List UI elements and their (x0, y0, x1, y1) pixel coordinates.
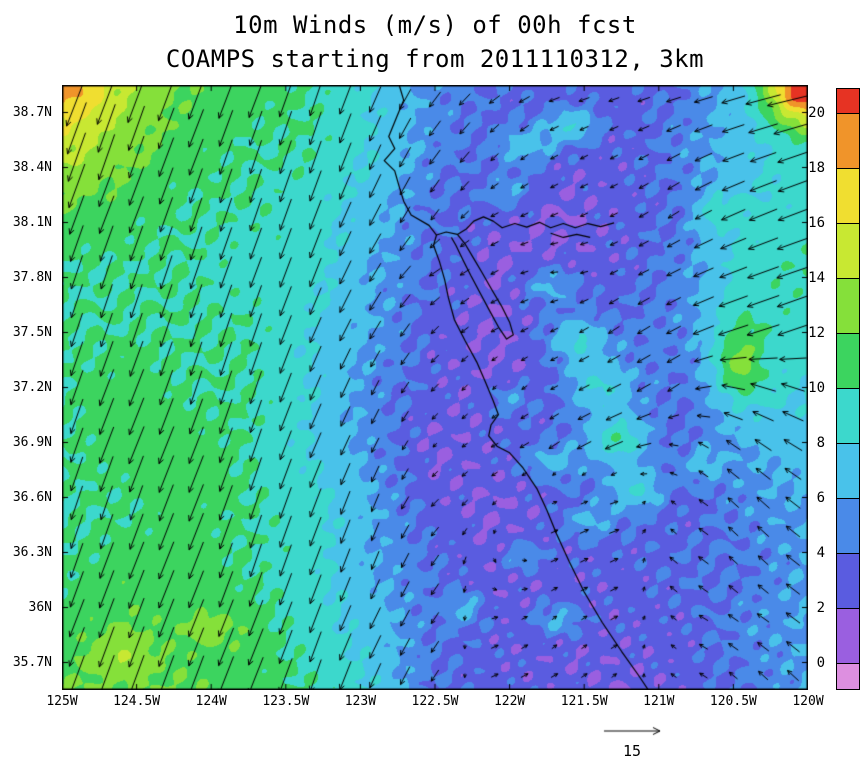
colorbar-tick-label: 2 (816, 600, 825, 617)
title-block: 10m Winds (m/s) of 00h fcst COAMPS start… (62, 8, 808, 76)
colorbar-segment (837, 89, 859, 114)
colorbar-tick-label: 12 (808, 324, 825, 341)
colorbar-tick-label: 0 (816, 655, 825, 672)
lat-tick-label: 36.3N (12, 544, 52, 560)
colorbar-tick-label: 8 (816, 435, 825, 452)
lon-tick-label: 122W (493, 694, 526, 709)
colorbar (836, 88, 860, 690)
lon-tick-label: 124.5W (113, 694, 161, 709)
lat-tick-label: 36.9N (12, 434, 52, 450)
lat-axis: 38.7N 38.4N 38.1N 37.8N 37.5N 37.2N 36.9N 36.6N… (2, 85, 56, 690)
colorbar-segment (837, 278, 859, 334)
lon-tick-label: 122.5W (411, 694, 459, 709)
colorbar-tick-label: 16 (808, 214, 825, 231)
lon-tick-label: 121.5W (560, 694, 608, 709)
lat-tick-label: 37.5N (12, 324, 52, 340)
reference-vector-arrow (590, 722, 674, 740)
colorbar-segment (837, 609, 859, 665)
reference-vector-label: 15 (622, 742, 642, 760)
colorbar-segment (837, 664, 859, 689)
lon-tick-label: 121W (643, 694, 675, 709)
lon-tick-label: 124W (195, 694, 227, 709)
colorbar-tick-label: 18 (808, 159, 825, 176)
lon-tick-label: 120W (792, 694, 824, 709)
colorbar-tick-label: 20 (808, 104, 825, 121)
map-plot (62, 85, 808, 690)
colorbar-tick-label: 4 (816, 545, 825, 562)
lat-tick-label: 36N (28, 599, 52, 615)
lon-tick-label: 125W (46, 694, 78, 709)
lon-tick-label: 123W (344, 694, 377, 709)
lon-tick-label: 123.5W (262, 694, 310, 709)
lon-tick-label: 120.5W (709, 694, 757, 709)
lat-tick-label: 36.6N (12, 489, 52, 505)
colorbar-segment (837, 223, 859, 279)
lat-tick-label: 37.2N (12, 379, 52, 395)
lat-tick-label: 38.7N (12, 104, 52, 120)
colorbar-labels: 0 2 4 6 8 10 12 14 16 18 20 (794, 88, 830, 688)
page-subtitle: COAMPS starting from 2011110312, 3km (165, 45, 705, 73)
lat-tick-label: 37.8N (12, 269, 52, 285)
colorbar-tick-label: 10 (808, 380, 825, 396)
colorbar-segment (837, 168, 859, 224)
colorbar-segment (837, 443, 859, 499)
map-canvas (62, 85, 808, 690)
colorbar-tick-label: 14 (808, 269, 825, 286)
colorbar-segment (837, 554, 859, 610)
colorbar-segment (837, 388, 859, 444)
colorbar-tick-label: 6 (816, 490, 825, 507)
lon-axis: 125W 124.5W 124W 123.5W 123W 122.5W 122W 121.5W… (46, 694, 823, 714)
colorbar-segment (837, 113, 859, 169)
page-title: 10m Winds (m/s) of 00h fcst (233, 11, 637, 39)
colorbar-segment (837, 498, 859, 555)
colorbar-segment (837, 333, 859, 389)
lat-tick-label: 38.1N (12, 214, 52, 230)
lat-tick-label: 38.4N (12, 159, 52, 175)
lat-tick-label: 35.7N (12, 654, 52, 670)
